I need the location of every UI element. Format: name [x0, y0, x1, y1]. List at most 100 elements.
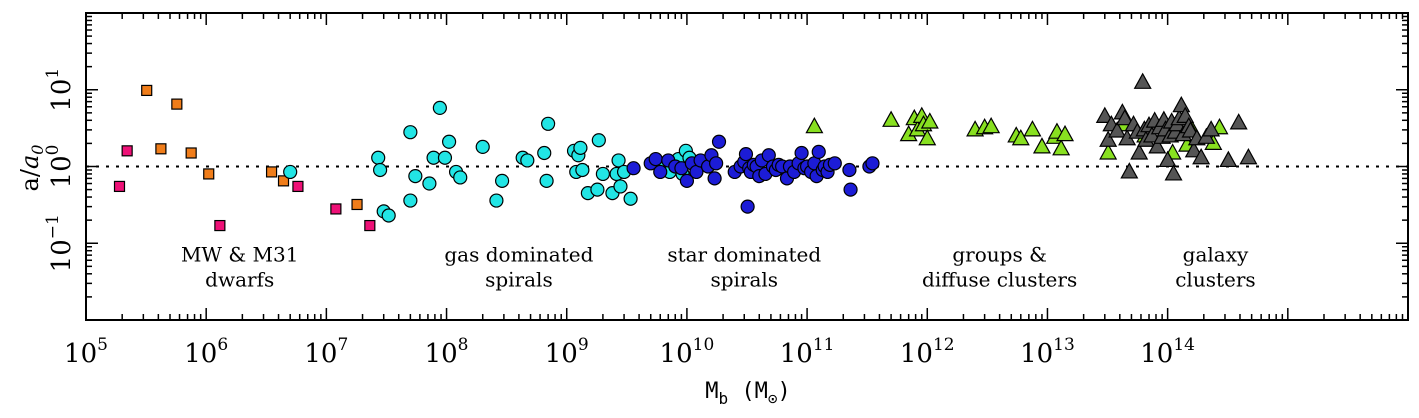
triangle-point [920, 112, 939, 129]
group-label: MW & M31 [181, 242, 298, 266]
circle-point [422, 176, 437, 191]
circle-point [653, 164, 668, 180]
svg-text:101: 101 [43, 68, 77, 112]
circle-point [441, 134, 457, 149]
circle-point [648, 151, 663, 167]
circle-point [403, 193, 418, 208]
x-tick-label: 109 [545, 335, 589, 369]
triangle-point [1052, 139, 1071, 156]
square-point [277, 175, 290, 187]
square-point [265, 166, 278, 178]
triangle-point [1172, 95, 1191, 113]
x-axis-label: Mb (M⊙) [705, 379, 791, 408]
y-tick-labels: 10−1 100 101 [43, 68, 77, 273]
square-point [113, 180, 126, 193]
triangle-point [1056, 124, 1075, 142]
triangle-point [982, 116, 1001, 134]
triangle-point [1184, 141, 1203, 158]
circle-point [623, 191, 638, 206]
circle-point [373, 162, 388, 178]
circle-point [738, 147, 754, 162]
triangle-point [1202, 120, 1221, 137]
circle-point [611, 153, 626, 168]
circle-point [679, 173, 695, 188]
group-label: spirals [710, 267, 778, 291]
group-label: dwarfs [205, 267, 274, 291]
circle-point [432, 100, 447, 116]
circle-point [811, 144, 826, 159]
y-axis-label: a/a0 [16, 145, 47, 192]
group-label: groups & [952, 242, 1047, 266]
circle-point [865, 156, 880, 171]
y-tick-label: 101 [43, 68, 77, 112]
triangle-point [918, 128, 937, 146]
circle-point [711, 134, 727, 149]
x-tick-label: 1013 [1020, 335, 1075, 369]
circle-point [489, 193, 504, 208]
x-tick-label: 106 [184, 335, 228, 369]
triangle-point [1164, 164, 1183, 181]
circle-point [475, 139, 490, 155]
circle-point [541, 116, 556, 131]
group-label: clusters [1175, 267, 1255, 291]
triangle-point [1158, 150, 1177, 168]
circle-point [495, 173, 510, 188]
triangle-point [1023, 120, 1042, 137]
triangle-point [1115, 108, 1134, 126]
square-point [185, 147, 197, 159]
square-point [171, 98, 183, 110]
x-tick-label: 108 [425, 335, 469, 369]
triangle-point [1011, 128, 1030, 146]
triangle-point [882, 110, 901, 127]
square-point [203, 168, 215, 180]
x-tick-label: 107 [304, 335, 348, 369]
x-tick-label: 1010 [660, 335, 715, 369]
x-tick-labels: 105 106 107 108 109 1010 1011 1012 1013 1014 [64, 335, 1195, 369]
triangle-point [1099, 130, 1118, 147]
circle-point [827, 156, 842, 171]
circle-point [539, 173, 554, 188]
triangle-point [1219, 150, 1238, 168]
triangle-point [1142, 126, 1161, 143]
circle-point [709, 156, 724, 171]
circle-point [740, 199, 755, 214]
circle-point [590, 182, 605, 197]
circle-point [520, 153, 535, 168]
triangle-point [1120, 162, 1139, 179]
circle-point [591, 133, 606, 148]
triangle-point [1239, 148, 1258, 165]
x-tick-label: 1012 [900, 335, 955, 369]
triangle-point [1148, 137, 1167, 154]
y-tick-label: 10−1 [43, 214, 77, 272]
circle-point [408, 168, 423, 184]
square-point [155, 143, 167, 155]
circle-point [537, 145, 552, 161]
circle-point [573, 140, 588, 155]
axis-ticks [85, 12, 1409, 321]
circle-point [613, 179, 628, 194]
x-tick-label: 105 [64, 335, 108, 369]
triangle-point [1133, 72, 1152, 89]
group-label: diffuse clusters [922, 267, 1077, 291]
data-points [113, 72, 1258, 232]
circle-point [403, 125, 418, 140]
svg-text:10−1: 10−1 [43, 214, 77, 272]
triangle-point [1229, 113, 1248, 130]
triangle-point [1095, 106, 1114, 123]
square-point [214, 219, 226, 232]
circle-point [707, 171, 722, 186]
square-point [141, 84, 153, 97]
group-label: star dominated [667, 242, 821, 266]
triangle-point [805, 116, 824, 134]
triangle-point [1130, 143, 1149, 160]
square-point [330, 203, 342, 215]
square-point [121, 145, 133, 157]
x-tick-label: 1014 [1140, 335, 1195, 369]
group-label: gas dominated [444, 242, 593, 266]
square-point [292, 180, 304, 193]
circle-point [626, 161, 641, 176]
circle-point [794, 145, 809, 161]
group-label: spirals [485, 267, 553, 291]
